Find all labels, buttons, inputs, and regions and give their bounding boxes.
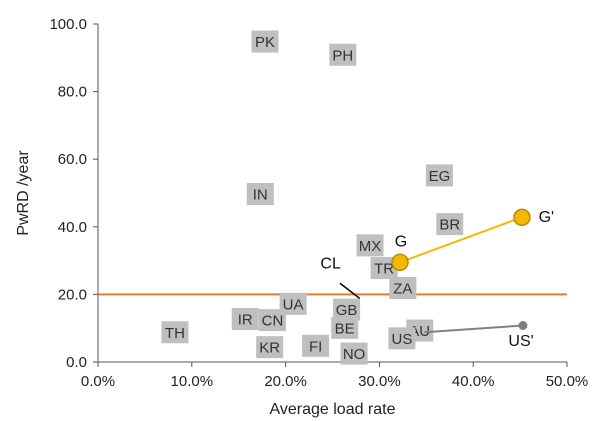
country-label: EG xyxy=(429,168,451,185)
y-tick-label: 0.0 xyxy=(66,354,87,371)
country-label: MX xyxy=(359,238,382,255)
country-marker: EG xyxy=(425,164,453,187)
country-box xyxy=(340,342,368,365)
g-series-point xyxy=(513,208,531,227)
country-label: TH xyxy=(165,325,185,342)
country-box xyxy=(425,164,453,187)
us-series-line xyxy=(424,324,523,334)
x-tick-label: 10.0% xyxy=(171,373,214,390)
y-axis-title: PwRD /year xyxy=(15,150,32,236)
annotation-label: G' xyxy=(539,209,555,226)
country-label: KR xyxy=(259,340,280,357)
x-axis-title: Average load rate xyxy=(269,401,395,418)
country-marker: GB xyxy=(333,298,361,321)
country-box xyxy=(256,336,284,359)
country-marker: KR xyxy=(256,336,284,359)
annotations: G G' US' CL xyxy=(320,209,554,350)
country-box xyxy=(258,309,286,332)
country-label: IR xyxy=(238,312,253,329)
series-group xyxy=(339,208,531,334)
country-label: CN xyxy=(262,313,284,330)
y-axis-ticks: 0.0 20.0 40.0 60.0 80.0 100.0 xyxy=(49,16,98,371)
country-box xyxy=(279,292,307,315)
country-label: FI xyxy=(309,338,322,355)
country-label: IN xyxy=(253,187,268,204)
country-label: NO xyxy=(343,346,366,363)
country-box xyxy=(356,234,384,257)
y-tick-label: 100.0 xyxy=(49,16,87,33)
country-box xyxy=(331,316,359,339)
country-marker: MX xyxy=(356,234,384,257)
country-marker: US xyxy=(388,327,416,350)
x-tick-label: 50.0% xyxy=(546,373,589,390)
g-series-point xyxy=(391,253,409,272)
y-tick-label: 80.0 xyxy=(58,84,87,101)
x-tick-label: 40.0% xyxy=(452,373,495,390)
country-label: PK xyxy=(255,34,275,51)
country-label: TR xyxy=(374,261,394,278)
x-tick-label: 20.0% xyxy=(264,373,307,390)
annotation-label: US' xyxy=(508,333,533,350)
x-axis-ticks: 0.0% 10.0% 20.0% 30.0% 40.0% 50.0% xyxy=(81,362,588,390)
cl-leader-line xyxy=(339,282,361,300)
x-tick-label: 30.0% xyxy=(358,373,401,390)
annotation-label: G xyxy=(395,233,407,250)
country-label: PH xyxy=(332,47,353,64)
country-marker: BE xyxy=(331,316,359,339)
country-label: BR xyxy=(439,217,460,234)
g-series-line xyxy=(399,216,523,264)
country-box xyxy=(161,321,189,344)
country-marker: FI xyxy=(302,334,330,357)
country-label: BE xyxy=(335,320,355,337)
y-tick-label: 40.0 xyxy=(58,219,87,236)
country-label: ZA xyxy=(393,280,412,297)
us-series-point xyxy=(518,320,528,330)
country-box xyxy=(329,43,357,66)
country-marker: TH xyxy=(161,321,189,344)
country-box xyxy=(388,327,416,350)
annotation-label: CL xyxy=(320,256,341,273)
country-box xyxy=(246,183,274,206)
country-box xyxy=(370,257,398,280)
country-marker: CN xyxy=(258,309,286,332)
country-marker: PK xyxy=(251,30,279,53)
country-marker: PH xyxy=(329,43,357,66)
y-tick-label: 20.0 xyxy=(58,286,87,303)
country-label: UA xyxy=(283,296,304,313)
country-box xyxy=(436,213,464,236)
country-box xyxy=(251,30,279,53)
country-marker: BR xyxy=(436,213,464,236)
country-marker: ZA xyxy=(389,276,417,299)
country-label: US xyxy=(391,331,412,348)
country-label: GB xyxy=(336,302,358,319)
axes xyxy=(97,24,567,363)
country-marker: UA xyxy=(279,292,307,315)
x-tick-label: 0.0% xyxy=(81,373,115,390)
country-box xyxy=(333,298,361,321)
country-box xyxy=(231,308,259,331)
country-marker: IN xyxy=(246,183,274,206)
country-marker: TR xyxy=(370,257,398,280)
country-marker: NO xyxy=(340,342,368,365)
country-marker: IR xyxy=(231,308,259,331)
country-box xyxy=(389,276,417,299)
country-box xyxy=(302,334,330,357)
y-tick-label: 60.0 xyxy=(58,151,87,168)
